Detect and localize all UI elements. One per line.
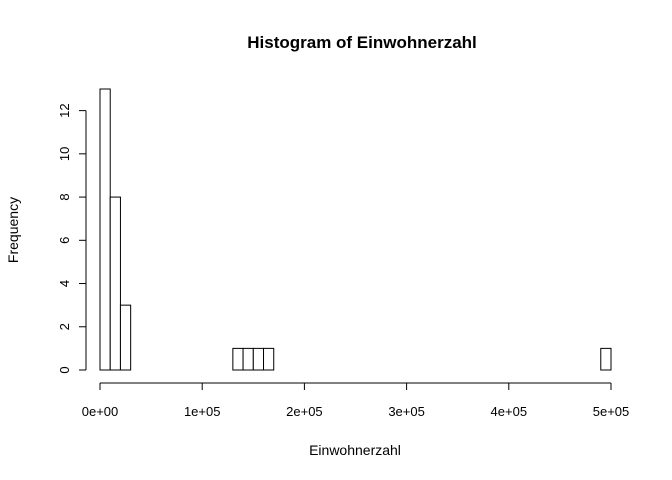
- histogram-bar: [252, 347, 265, 371]
- x-axis: 0e+00 1e+05 2e+05 3e+05 4e+05 5e+05: [82, 382, 630, 419]
- histogram-bar: [119, 304, 132, 371]
- y-axis: 0 2 4 6 8 10 12: [57, 103, 87, 374]
- x-tick-label: 4e+05: [491, 404, 528, 419]
- x-tick-label: 5e+05: [593, 404, 630, 419]
- chart-title: Histogram of Einwohnerzahl: [247, 33, 477, 52]
- y-tick-label: 0: [57, 366, 72, 373]
- histogram-bar: [263, 347, 275, 371]
- bars-group: [99, 88, 612, 371]
- x-tick-label: 0e+00: [82, 404, 119, 419]
- x-tick-label: 2e+05: [286, 404, 323, 419]
- histogram-bar: [600, 347, 612, 371]
- y-axis-label: Frequency: [5, 197, 21, 263]
- y-tick-label: 10: [57, 147, 72, 161]
- y-tick-label: 8: [57, 193, 72, 200]
- histogram-bar: [99, 88, 111, 371]
- histogram-bar: [232, 347, 244, 371]
- histogram-bar: [109, 196, 121, 371]
- y-tick-label: 4: [57, 280, 72, 287]
- x-axis-label: Einwohnerzahl: [309, 442, 401, 458]
- y-tick-label: 12: [57, 103, 72, 117]
- y-tick-label: 6: [57, 237, 72, 244]
- y-tick-label: 2: [57, 323, 72, 330]
- x-tick-label: 3e+05: [388, 404, 425, 419]
- x-tick-label: 1e+05: [184, 404, 221, 419]
- histogram-bar: [242, 347, 254, 371]
